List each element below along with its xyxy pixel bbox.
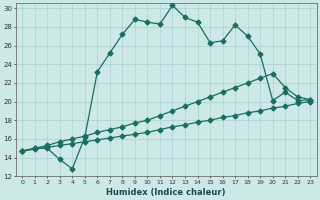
X-axis label: Humidex (Indice chaleur): Humidex (Indice chaleur) — [107, 188, 226, 197]
